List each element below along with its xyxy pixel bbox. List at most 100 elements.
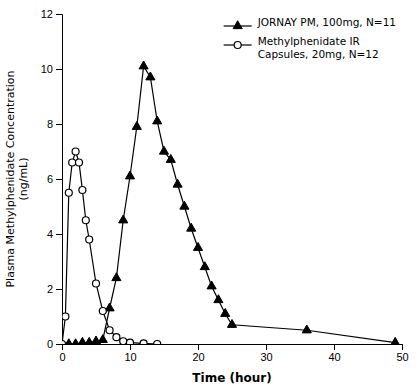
tick-mark <box>198 344 199 350</box>
data-point <box>125 171 134 179</box>
data-point <box>187 223 196 231</box>
data-point <box>139 61 148 69</box>
data-point <box>79 187 86 194</box>
data-point <box>140 340 147 344</box>
tick-label: 0 <box>59 351 65 363</box>
tick: 50 <box>396 344 408 363</box>
marker-group <box>119 215 128 223</box>
marker-group <box>193 242 202 250</box>
tick: 12 <box>41 8 62 20</box>
data-point <box>86 236 93 243</box>
data-point <box>99 308 106 315</box>
data-point <box>207 281 216 289</box>
tick-label: 10 <box>41 63 53 75</box>
data-point <box>154 341 161 345</box>
data-point <box>82 217 89 224</box>
marker-group <box>112 273 121 281</box>
marker-group <box>221 308 230 316</box>
marker-group <box>65 189 72 196</box>
tick-mark <box>56 344 62 345</box>
marker-group <box>207 281 216 289</box>
marker-group <box>180 201 189 209</box>
legend-marker-shape <box>233 21 242 29</box>
data-point <box>113 334 120 341</box>
tick: 10 <box>124 344 136 363</box>
data-point <box>153 116 162 124</box>
data-point <box>159 146 168 154</box>
tick-mark <box>402 344 403 350</box>
marker-group <box>93 280 100 287</box>
marker-group <box>153 116 162 124</box>
tick: 4 <box>47 228 62 240</box>
data-point <box>391 337 400 344</box>
data-point <box>221 308 230 316</box>
y-axis-title: Plasma Methylphenidate Concentration(ng/… <box>4 70 30 287</box>
data-point <box>62 341 66 345</box>
marker-group <box>146 72 155 80</box>
marker-group <box>159 146 168 154</box>
marker-group <box>173 179 182 187</box>
marker-group <box>214 295 223 303</box>
tick: 6 <box>47 173 62 185</box>
marker-group <box>106 327 113 334</box>
tick: 0 <box>59 344 65 363</box>
tick-label: 20 <box>192 351 204 363</box>
tick-mark <box>56 289 62 290</box>
marker-group <box>227 319 236 327</box>
tick-label: 10 <box>124 351 136 363</box>
marker-group <box>200 262 209 270</box>
chart: 01020304050024681012Time (hour)JORNAY PM… <box>0 0 418 390</box>
data-point <box>69 159 76 166</box>
tick-mark <box>130 344 131 350</box>
tick-mark <box>56 124 62 125</box>
data-point <box>65 189 72 196</box>
data-point <box>119 215 128 223</box>
marker-group <box>132 121 141 129</box>
legend-item: Methylphenidate IRCapsules, 20mg, N=12 <box>224 35 379 60</box>
legend: JORNAY PM, 100mg, N=11 Methylphenidate IR… <box>224 16 396 60</box>
tick-mark <box>56 69 62 70</box>
marker-group <box>140 340 147 344</box>
data-point <box>93 280 100 287</box>
x-axis: 01020304050 <box>59 344 408 363</box>
legend-marker <box>233 21 242 29</box>
marker-group <box>79 187 86 194</box>
data-point <box>132 121 141 129</box>
marker-group <box>62 313 69 320</box>
tick-mark <box>56 234 62 235</box>
data-point <box>146 72 155 80</box>
plot-area: 01020304050024681012Time (hour)JORNAY PM… <box>41 8 409 385</box>
marker-group <box>302 325 311 333</box>
tick-mark <box>266 344 267 350</box>
marker-group <box>113 334 120 341</box>
marker-group <box>72 148 79 155</box>
tick-mark <box>334 344 335 350</box>
tick-label: 30 <box>260 351 272 363</box>
series-line <box>62 66 395 344</box>
marker-group <box>139 61 148 69</box>
marker-group <box>99 308 106 315</box>
data-point <box>227 319 236 327</box>
marker-group <box>154 341 161 345</box>
marker-group <box>120 338 127 344</box>
legend-item: JORNAY PM, 100mg, N=11 <box>224 16 396 29</box>
data-point <box>62 313 69 320</box>
tick-label: 4 <box>47 228 53 240</box>
marker-group <box>82 217 89 224</box>
marker-group <box>187 223 196 231</box>
tick: 30 <box>260 344 272 363</box>
data-point <box>106 327 113 334</box>
data-point <box>302 325 311 333</box>
marker-group <box>98 335 107 343</box>
marker-group <box>62 341 66 345</box>
marker-group <box>391 337 400 344</box>
legend-label: JORNAY PM, 100mg, N=11 <box>257 16 396 28</box>
data-point <box>200 262 209 270</box>
data-point <box>214 295 223 303</box>
data-point <box>173 179 182 187</box>
data-point <box>193 242 202 250</box>
axis-line <box>56 15 63 345</box>
marker-group <box>76 159 83 166</box>
axis-line <box>63 345 403 351</box>
tick: 8 <box>47 118 62 130</box>
